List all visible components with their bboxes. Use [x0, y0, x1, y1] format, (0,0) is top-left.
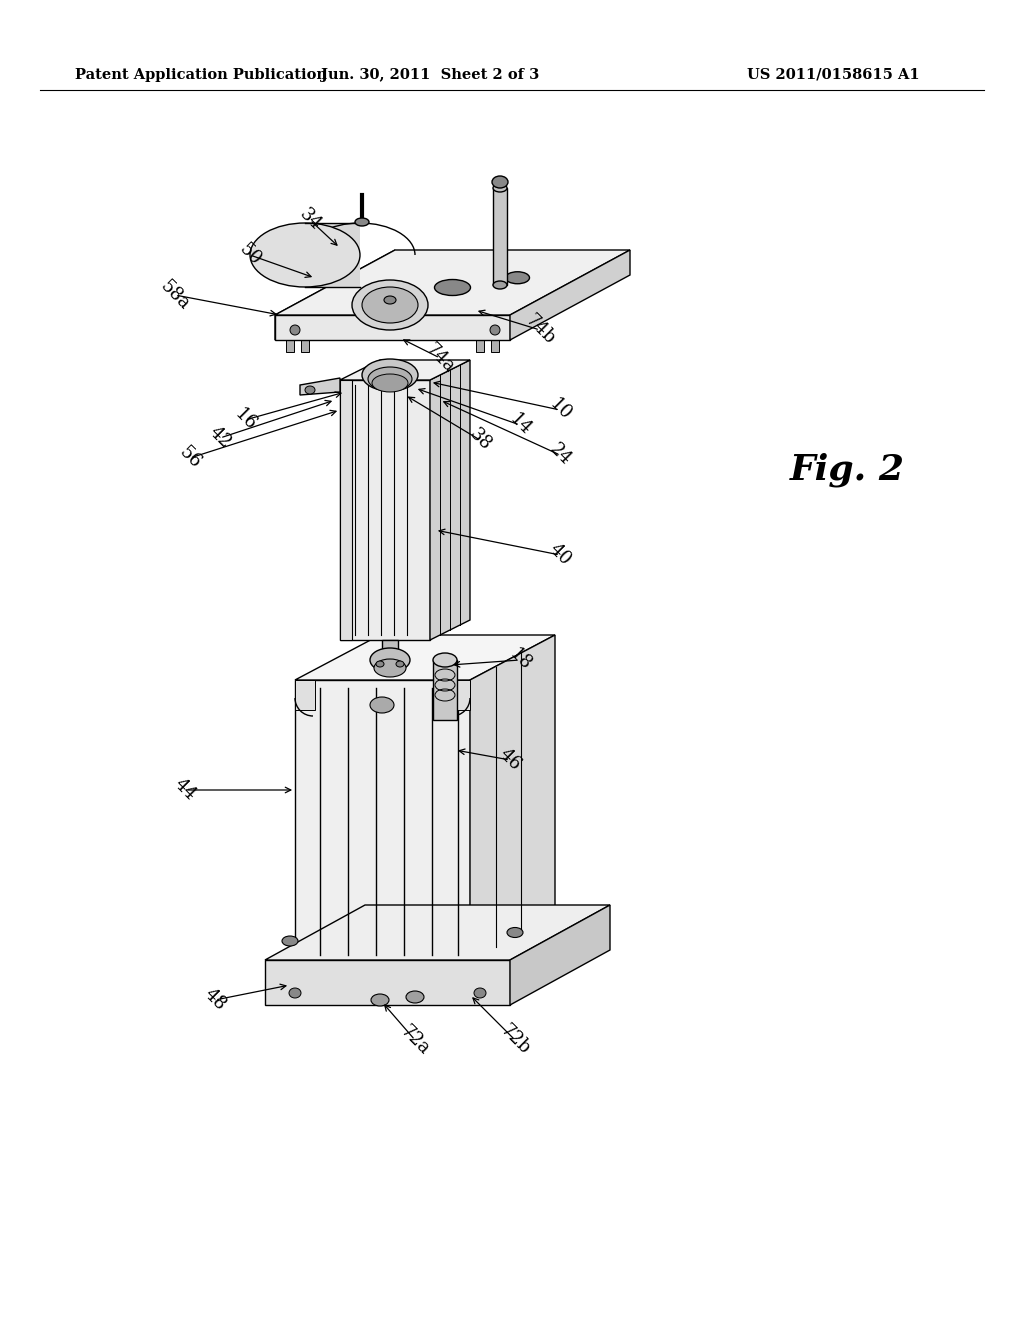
Polygon shape: [510, 906, 610, 1005]
Polygon shape: [265, 906, 610, 960]
Polygon shape: [493, 187, 507, 285]
Polygon shape: [470, 635, 555, 960]
Ellipse shape: [493, 281, 507, 289]
Text: 72b: 72b: [497, 1022, 534, 1059]
Polygon shape: [340, 380, 430, 640]
Polygon shape: [301, 341, 309, 352]
Ellipse shape: [434, 280, 470, 296]
Text: 56: 56: [175, 444, 205, 473]
Ellipse shape: [370, 648, 410, 672]
Text: 46: 46: [496, 746, 524, 775]
Polygon shape: [300, 378, 340, 395]
Polygon shape: [275, 249, 395, 341]
Polygon shape: [510, 249, 630, 341]
Ellipse shape: [355, 218, 369, 226]
Ellipse shape: [384, 296, 396, 304]
Text: 38: 38: [466, 425, 495, 454]
Text: 42: 42: [206, 424, 234, 453]
Ellipse shape: [289, 987, 301, 998]
Polygon shape: [476, 341, 484, 352]
Polygon shape: [450, 680, 470, 710]
Ellipse shape: [396, 661, 404, 667]
Text: 50: 50: [236, 240, 264, 269]
Text: 24: 24: [546, 441, 574, 470]
Ellipse shape: [433, 653, 457, 667]
Ellipse shape: [250, 223, 360, 286]
Text: 16: 16: [230, 405, 259, 434]
Text: US 2011/0158615 A1: US 2011/0158615 A1: [748, 69, 920, 82]
Text: Fig. 2: Fig. 2: [790, 453, 905, 487]
Text: 40: 40: [546, 541, 574, 569]
Text: 18: 18: [506, 645, 535, 675]
Ellipse shape: [406, 991, 424, 1003]
Text: 74a: 74a: [422, 339, 458, 376]
Text: Jun. 30, 2011  Sheet 2 of 3: Jun. 30, 2011 Sheet 2 of 3: [321, 69, 539, 82]
Text: 10: 10: [546, 396, 574, 425]
Text: 58a: 58a: [157, 277, 194, 313]
Polygon shape: [433, 660, 457, 719]
Text: 48: 48: [201, 986, 229, 1015]
Ellipse shape: [372, 374, 408, 392]
Text: 14: 14: [506, 411, 535, 440]
Polygon shape: [286, 341, 294, 352]
Polygon shape: [265, 960, 510, 1005]
Ellipse shape: [492, 176, 508, 187]
Text: 44: 44: [171, 776, 200, 804]
Ellipse shape: [474, 987, 486, 998]
Text: 72a: 72a: [396, 1022, 433, 1059]
Ellipse shape: [290, 325, 300, 335]
Ellipse shape: [376, 661, 384, 667]
Polygon shape: [295, 680, 470, 960]
Ellipse shape: [368, 367, 412, 391]
Polygon shape: [382, 640, 398, 671]
Polygon shape: [340, 380, 352, 640]
Polygon shape: [295, 635, 555, 680]
Ellipse shape: [370, 697, 394, 713]
Ellipse shape: [490, 325, 500, 335]
Text: 74b: 74b: [521, 312, 558, 348]
Ellipse shape: [366, 288, 410, 308]
Polygon shape: [490, 341, 499, 352]
Ellipse shape: [507, 928, 523, 937]
Ellipse shape: [371, 994, 389, 1006]
Ellipse shape: [282, 936, 298, 946]
Polygon shape: [340, 360, 470, 380]
Text: Patent Application Publication: Patent Application Publication: [75, 69, 327, 82]
Text: 34: 34: [296, 206, 325, 235]
Ellipse shape: [493, 183, 507, 191]
Polygon shape: [305, 223, 360, 286]
Ellipse shape: [305, 385, 315, 393]
Polygon shape: [430, 360, 470, 640]
Polygon shape: [295, 680, 315, 710]
Ellipse shape: [362, 286, 418, 323]
Ellipse shape: [362, 359, 418, 391]
Polygon shape: [275, 249, 630, 315]
Polygon shape: [275, 315, 510, 341]
Ellipse shape: [506, 272, 529, 284]
Ellipse shape: [352, 280, 428, 330]
Ellipse shape: [374, 659, 406, 677]
